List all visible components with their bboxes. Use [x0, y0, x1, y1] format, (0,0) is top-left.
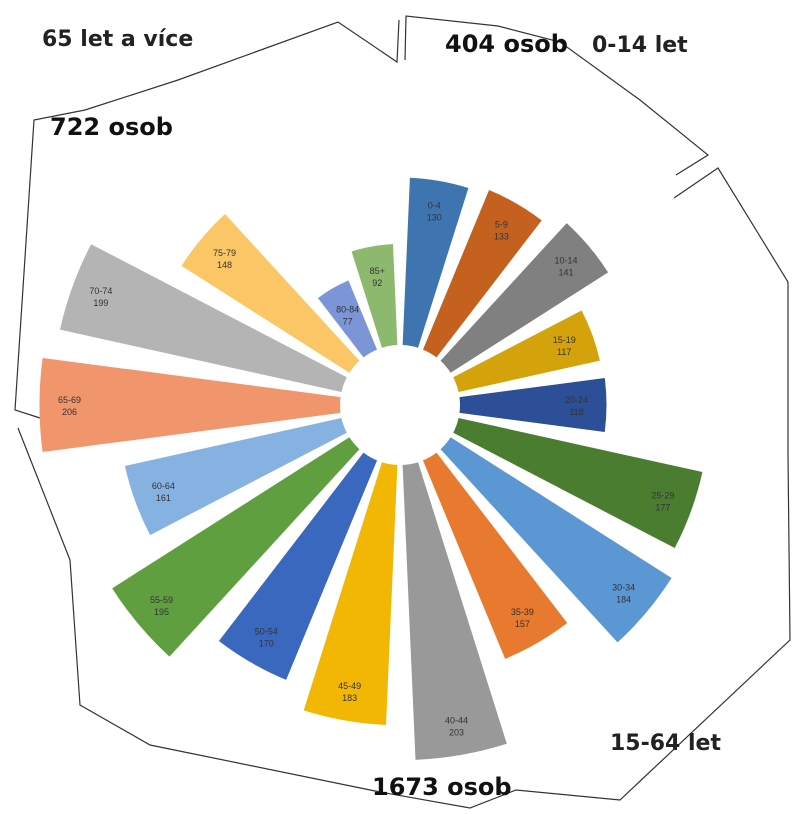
slice-value-label: 133: [494, 231, 509, 241]
total-label-15-64: 1673 osob: [372, 773, 512, 801]
slice-value-label: 195: [154, 607, 169, 617]
slice-labels: 0-4 130 5-9 133 10-14 141 15-19 117 20-24 118 25-2…: [58, 201, 674, 738]
total-label-65-plus: 722 osob: [50, 113, 173, 141]
slice-55-59: [112, 437, 360, 657]
slice-category-label: 25-29: [651, 491, 674, 501]
slice-category-label: 10-14: [555, 256, 578, 266]
slice-value-label: 141: [559, 268, 574, 278]
slice-category-label: 50-54: [255, 627, 278, 637]
slice-value-label: 130: [427, 213, 442, 223]
slice-value-label: 77: [343, 316, 353, 326]
slice-category-label: 5-9: [495, 219, 508, 229]
group-label-0-14: 0-14 let: [592, 33, 688, 58]
slice-20-24: [459, 378, 607, 432]
slice-category-label: 60-64: [152, 481, 175, 491]
slice-65-69: [39, 357, 341, 453]
slice-category-label: 70-74: [89, 286, 112, 296]
slice-5-9: [422, 189, 542, 358]
slice-50-54: [218, 452, 378, 680]
slice-35-39: [422, 452, 568, 659]
slice-category-label: 65-69: [58, 395, 81, 405]
slice-category-label: 75-79: [213, 248, 236, 258]
slice-60-64: [124, 417, 347, 536]
slice-value-label: 157: [515, 619, 530, 629]
slice-80-84: [317, 280, 378, 358]
slice-category-label: 80-84: [336, 304, 359, 314]
slice-value-label: 183: [342, 693, 357, 703]
slice-85+: [351, 244, 398, 348]
slice-value-label: 117: [557, 347, 571, 357]
slice-40-44: [402, 462, 507, 760]
group-outline-15-64: [17, 167, 791, 809]
slice-15-19: [453, 310, 600, 393]
slice-category-label: 85+: [370, 266, 385, 276]
slice-value-label: 206: [62, 407, 77, 417]
slice-category-label: 0-4: [428, 201, 441, 211]
slice-category-label: 40-44: [445, 715, 468, 725]
slice-75-79: [181, 214, 360, 373]
slice-25-29: [453, 417, 703, 549]
slice-value-label: 170: [259, 639, 274, 649]
slice-category-label: 35-39: [511, 607, 534, 617]
slices: [39, 177, 703, 760]
slice-value-label: 161: [156, 493, 171, 503]
slice-value-label: 177: [655, 503, 670, 513]
slice-value-label: 92: [372, 278, 382, 288]
total-label-0-14: 404 osob: [445, 30, 568, 58]
slice-value-label: 203: [449, 727, 464, 737]
slice-category-label: 45-49: [338, 681, 361, 691]
slice-category-label: 15-19: [553, 335, 576, 345]
slice-category-label: 30-34: [612, 583, 635, 593]
slice-value-label: 184: [616, 595, 631, 605]
slice-45-49: [303, 462, 398, 725]
slice-0-4: [402, 177, 469, 348]
slice-value-label: 118: [569, 407, 583, 417]
slice-value-label: 199: [93, 298, 108, 308]
group-outline-0-14: [404, 15, 710, 176]
group-outlines: [14, 15, 791, 809]
slice-10-14: [440, 223, 609, 373]
slice-30-34: [440, 437, 672, 643]
group-label-65-plus: 65 let a více: [42, 27, 193, 52]
slice-category-label: 20-24: [565, 395, 588, 405]
slice-value-label: 148: [217, 260, 232, 270]
group-outline-65-plus: [14, 19, 400, 419]
slice-category-label: 55-59: [150, 595, 173, 605]
slice-70-74: [60, 244, 347, 393]
group-label-15-64: 15-64 let: [610, 731, 721, 756]
